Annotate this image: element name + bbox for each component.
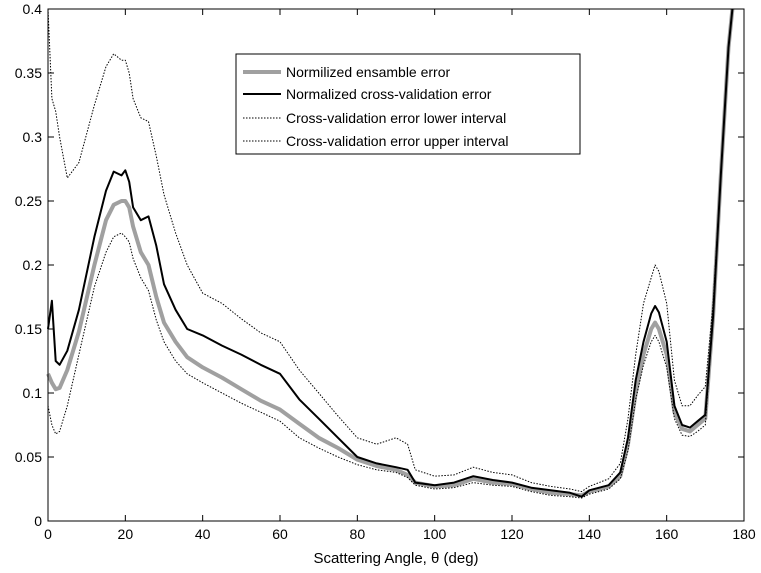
y-tick-label: 0.25 (15, 193, 42, 209)
y-tick-label: 0 (34, 513, 42, 529)
x-tick-label: 60 (272, 526, 288, 542)
x-axis-label: Scattering Angle, θ (deg) (313, 550, 478, 567)
y-tick-label: 0.2 (23, 257, 43, 273)
series-ensemble-line (46, 8, 735, 498)
legend: Normilized ensamble error Normalized cro… (235, 53, 581, 155)
y-tick-label: 0.1 (23, 385, 43, 401)
x-tick-label: 160 (655, 526, 679, 542)
x-tick-label: 80 (350, 526, 366, 542)
series-lines (46, 8, 735, 499)
x-tick-label: 180 (732, 526, 756, 542)
x-axis: 0 20 40 60 80 100 120 140 160 180 (44, 9, 756, 542)
legend-label-lower: Cross-validation error lower interval (286, 110, 506, 126)
x-tick-label: 120 (500, 526, 524, 542)
legend-label-ensemble: Normilized ensamble error (286, 64, 451, 80)
x-tick-label: 40 (195, 526, 211, 542)
y-tick-label: 0.3 (23, 129, 43, 145)
series-lower-interval-line (47, 8, 733, 499)
x-tick-label: 100 (423, 526, 447, 542)
x-tick-label: 0 (44, 526, 52, 542)
y-tick-label: 0.35 (15, 65, 42, 81)
y-tick-label: 0.15 (15, 321, 42, 337)
legend-label-upper: Cross-validation error upper interval (286, 133, 509, 149)
legend-label-cv: Normalized cross-validation error (286, 86, 492, 102)
y-tick-label: 0.4 (23, 1, 43, 17)
series-upper-interval-line (47, 8, 733, 493)
y-axis: 0 0.05 0.1 0.15 0.2 0.25 0.3 0.35 0.4 (15, 1, 744, 529)
y-tick-label: 0.05 (15, 449, 42, 465)
x-tick-label: 140 (578, 526, 602, 542)
legend-box (235, 53, 581, 155)
x-tick-label: 20 (118, 526, 134, 542)
series-cv-line (47, 8, 734, 498)
